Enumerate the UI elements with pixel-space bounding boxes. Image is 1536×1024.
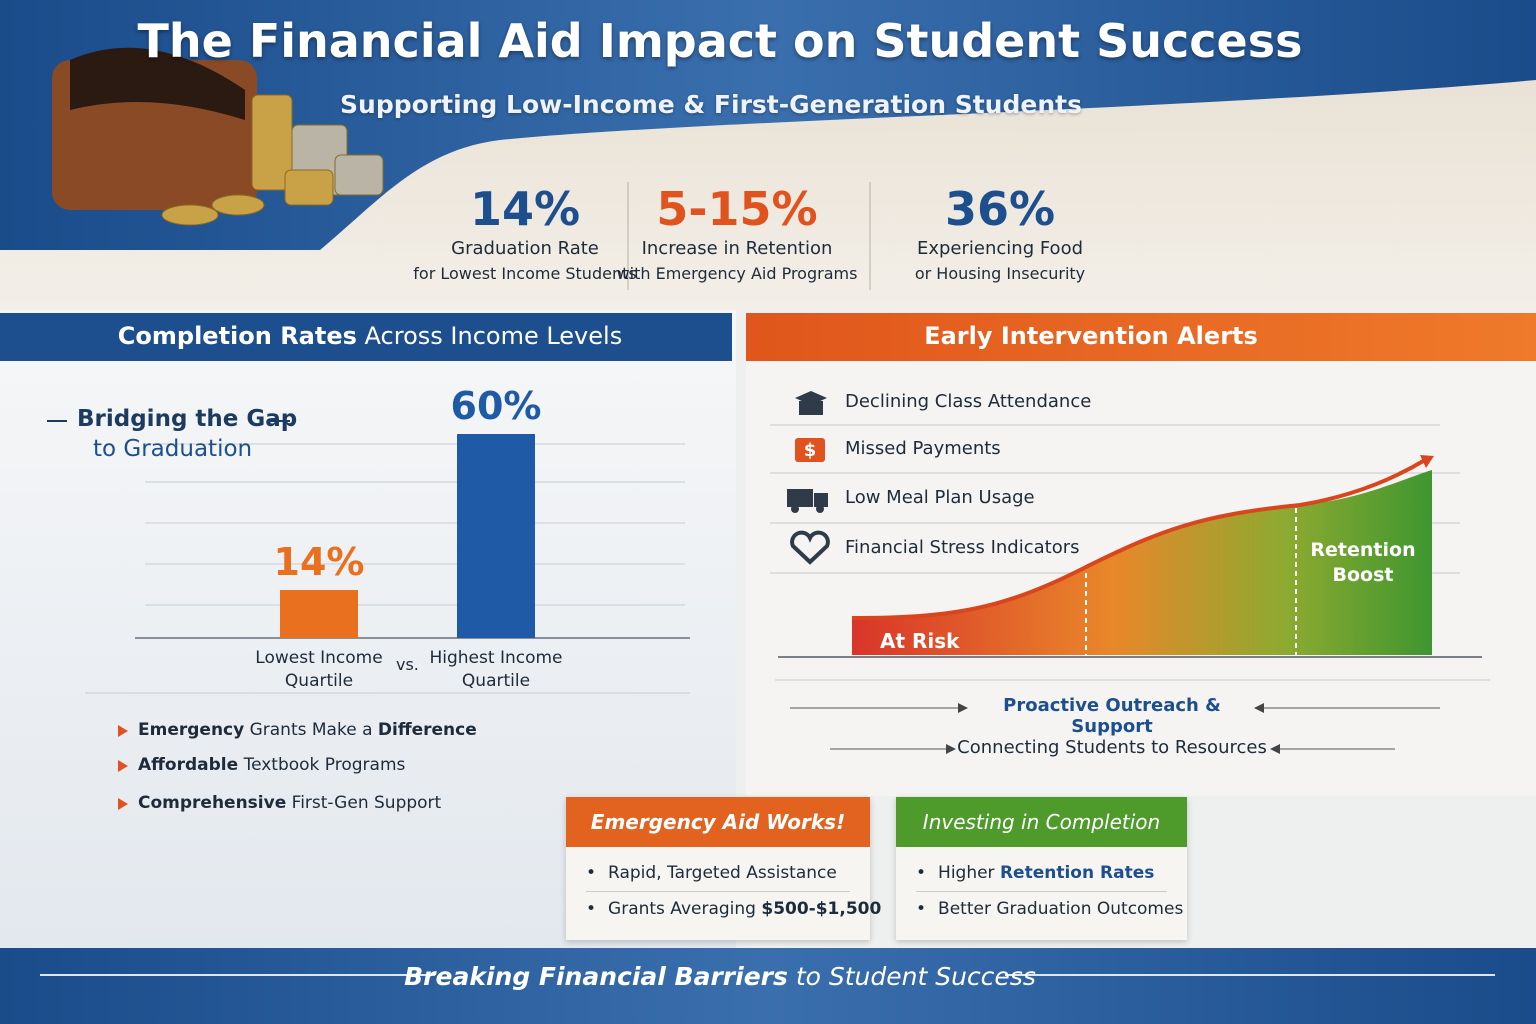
- tagline: to Graduation: [93, 436, 253, 462]
- text-part: Better Graduation Outcomes: [938, 899, 1184, 919]
- alert-item: Declining Class Attendance: [845, 391, 1092, 412]
- stat-label: Graduation Rate: [451, 238, 599, 259]
- stat-note: with Emergency Aid Programs: [616, 264, 858, 283]
- value-label: 14%: [273, 540, 365, 585]
- action: Proactive Outreach & Support: [1003, 695, 1221, 737]
- card-item: • Rapid, Targeted Assistance: [586, 863, 850, 892]
- text-part: Comprehensive: [138, 793, 287, 813]
- stat-value: 14%: [469, 182, 581, 236]
- text-part: $500-$1,500: [761, 899, 882, 919]
- text-part: to Student Success: [787, 962, 1036, 991]
- point: Affordable Textbook Programs: [138, 755, 405, 775]
- text-part: Higher: [938, 863, 1000, 883]
- bullet: •: [916, 899, 927, 919]
- trend-line: [851, 458, 1427, 620]
- action-arrows: [790, 707, 1440, 750]
- stat-label: Increase in Retention: [641, 238, 833, 259]
- stage-dividers: [1085, 508, 1297, 655]
- card-title: Investing in Completion: [922, 810, 1161, 834]
- text-part: Grants Averaging: [608, 899, 762, 919]
- bullet: •: [916, 863, 927, 883]
- alert-item: Missed Payments: [845, 438, 1001, 459]
- bar: [457, 434, 535, 638]
- text-part: First-Gen Support: [286, 793, 442, 813]
- text-part: Across Income Levels: [356, 322, 623, 350]
- alert-item: Low Meal Plan Usage: [845, 487, 1035, 508]
- stat-value: 5-15%: [656, 182, 818, 236]
- card: Emergency Aid Works! • Rapid, Targeted Ass…: [566, 797, 881, 940]
- left-header: [0, 313, 732, 361]
- category-label: Highest Income Quartile: [429, 648, 563, 691]
- section-title: Completion Rates Across Income Levels: [0, 322, 740, 350]
- trend-arrow: [1420, 455, 1434, 468]
- card: Investing in Completion • Higher Retention…: [896, 797, 1187, 940]
- text-part: Breaking Financial Barriers: [404, 962, 788, 991]
- subtitle: Supporting Low-Income & First-Generation…: [340, 90, 1082, 119]
- right-header: [746, 313, 1536, 361]
- tagline: Bridging the Gap: [77, 406, 298, 432]
- coins: [161, 94, 384, 226]
- text-part: Textbook Programs: [238, 755, 406, 775]
- card-item: • Higher Retention Rates: [916, 863, 1167, 892]
- bullets: [118, 725, 128, 810]
- alert-item: Financial Stress Indicators: [845, 537, 1080, 558]
- action-arrowheads: [946, 703, 1280, 754]
- card-header: [566, 797, 870, 847]
- value-label: 60%: [450, 384, 542, 428]
- alert-icons: [787, 391, 830, 565]
- versus: vs.: [396, 655, 419, 674]
- action: Connecting Students to Resources: [957, 737, 1267, 758]
- risk-area: [852, 470, 1432, 655]
- text-part: Rapid, Targeted Assistance: [608, 863, 837, 883]
- wallet-opening: [70, 47, 245, 120]
- header-band: [0, 0, 1536, 250]
- stat-note: for Lowest Income Students: [413, 264, 637, 283]
- text-part: Difference: [377, 720, 477, 740]
- card-title: Emergency Aid Works!: [590, 810, 846, 834]
- text-part: Affordable: [138, 755, 239, 775]
- text-part: Completion Rates: [117, 322, 357, 350]
- card-header: [896, 797, 1187, 847]
- text-part: Grants Make a: [244, 720, 378, 740]
- chart-grid: [145, 443, 685, 606]
- risk-label: At Risk: [880, 629, 960, 653]
- section-title: Early Intervention Alerts: [924, 322, 1258, 350]
- dollar-icon: $: [804, 440, 817, 461]
- card-item: • Grants Averaging $500-$1,500: [586, 899, 881, 919]
- card-item: • Better Graduation Outcomes: [916, 899, 1183, 919]
- point: Emergency Grants Make a Difference: [138, 720, 477, 740]
- stat-note: or Housing Insecurity: [914, 264, 1086, 283]
- text-part: Retention Rates: [999, 863, 1155, 883]
- category-label: Lowest Income Quartile: [255, 648, 383, 691]
- text-part: Emergency: [138, 720, 245, 740]
- bullet: •: [586, 863, 597, 883]
- footer-band: [0, 948, 1536, 1024]
- point: Comprehensive First-Gen Support: [138, 793, 441, 813]
- boost-label: Retention Boost: [1310, 539, 1416, 586]
- stat-label: Experiencing Food: [916, 238, 1084, 259]
- stat-value: 36%: [944, 182, 1056, 236]
- bar: [280, 590, 358, 638]
- footer: Breaking Financial Barriers to Student S…: [0, 962, 1440, 991]
- title: The Financial Aid Impact on Student Succ…: [137, 14, 1303, 68]
- bullet: •: [586, 899, 597, 919]
